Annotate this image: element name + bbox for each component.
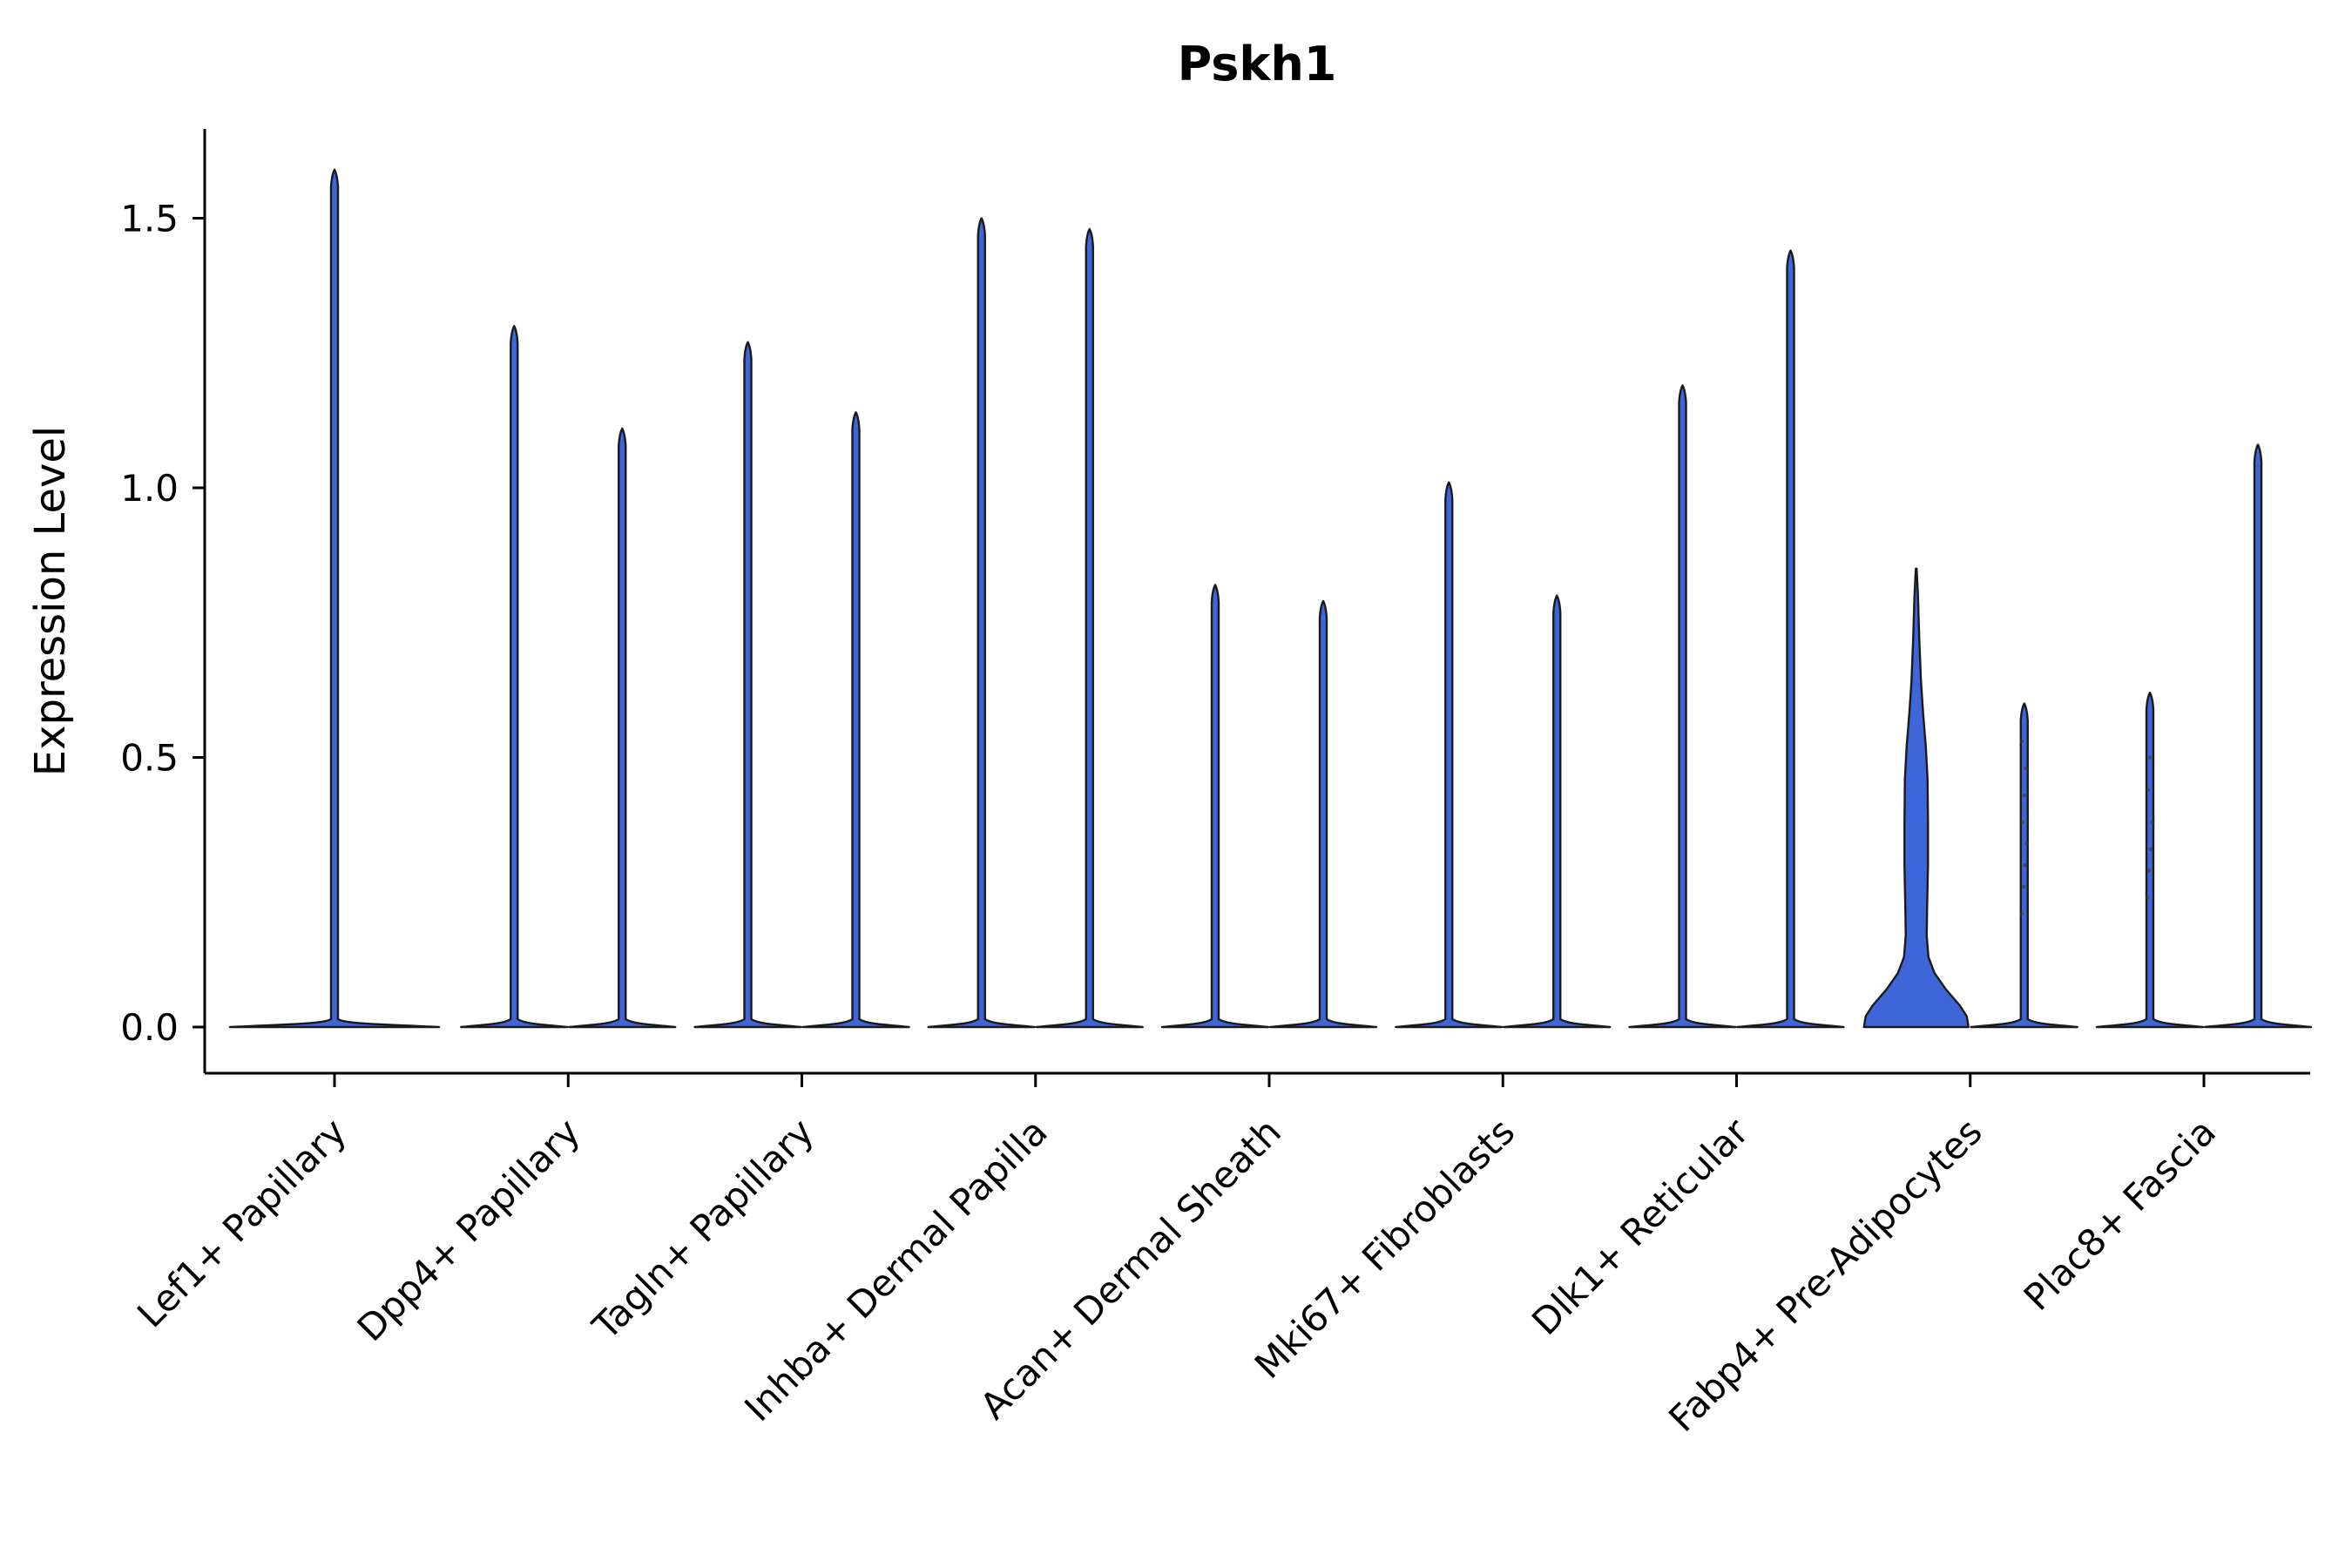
jitter-dots-layer	[2019, 739, 2155, 916]
violin	[693, 341, 802, 1029]
jitter-dot	[2145, 896, 2150, 900]
jitter-dot	[2019, 911, 2024, 916]
x-tick-label: Plac8+ Fascia	[2016, 1110, 2224, 1318]
violin	[1503, 594, 1612, 1029]
violin	[460, 325, 569, 1029]
y-tick-label: 1.0	[120, 467, 179, 510]
axis-spines	[203, 129, 2310, 1075]
violin	[1628, 384, 1737, 1029]
violin	[1160, 584, 1270, 1029]
jitter-dot	[2023, 863, 2028, 868]
plot-title: Pskh1	[1178, 37, 1337, 91]
violin	[1736, 249, 1845, 1029]
violin	[1862, 567, 1970, 1029]
jitter-dot	[2020, 820, 2025, 825]
y-tick-label: 0.0	[120, 1006, 179, 1049]
y-axis-ticks: 0.0 0.5 1.0 1.5	[120, 198, 205, 1049]
jitter-dot	[2150, 820, 2155, 825]
x-tick-label: Tagln+ Papillary	[584, 1110, 821, 1348]
x-tick-label: Dpp4+ Papillary	[349, 1110, 589, 1349]
violin	[568, 427, 677, 1029]
jitter-dot	[2022, 793, 2027, 798]
jitter-dot	[2024, 841, 2030, 846]
violin	[1035, 227, 1144, 1029]
violin	[927, 217, 1036, 1029]
x-tick-label: Dlk1+ Reticular	[1524, 1110, 1757, 1343]
violin	[1268, 599, 1378, 1029]
violin	[2095, 692, 2205, 1029]
violin	[801, 411, 910, 1029]
jitter-dot	[2146, 868, 2152, 873]
violin	[2203, 443, 2313, 1029]
violins-layer	[228, 168, 2313, 1029]
y-tick-label: 1.5	[120, 198, 179, 240]
x-axis-ticks	[333, 1073, 2206, 1087]
jitter-dot	[2147, 755, 2153, 760]
x-tick-label: Mki67+ Fibroblasts	[1247, 1110, 1523, 1386]
jitter-dot	[2021, 884, 2026, 889]
y-axis-label: Expression Level	[26, 426, 75, 777]
x-tick-label: Lef1+ Papillary	[129, 1110, 355, 1335]
violin	[1395, 481, 1504, 1029]
jitter-dot	[2024, 766, 2029, 771]
violin	[228, 168, 441, 1029]
jitter-dot	[2146, 787, 2151, 792]
jitter-dot	[2148, 847, 2153, 852]
y-tick-label: 0.5	[120, 737, 179, 780]
jitter-dot	[2019, 739, 2024, 744]
